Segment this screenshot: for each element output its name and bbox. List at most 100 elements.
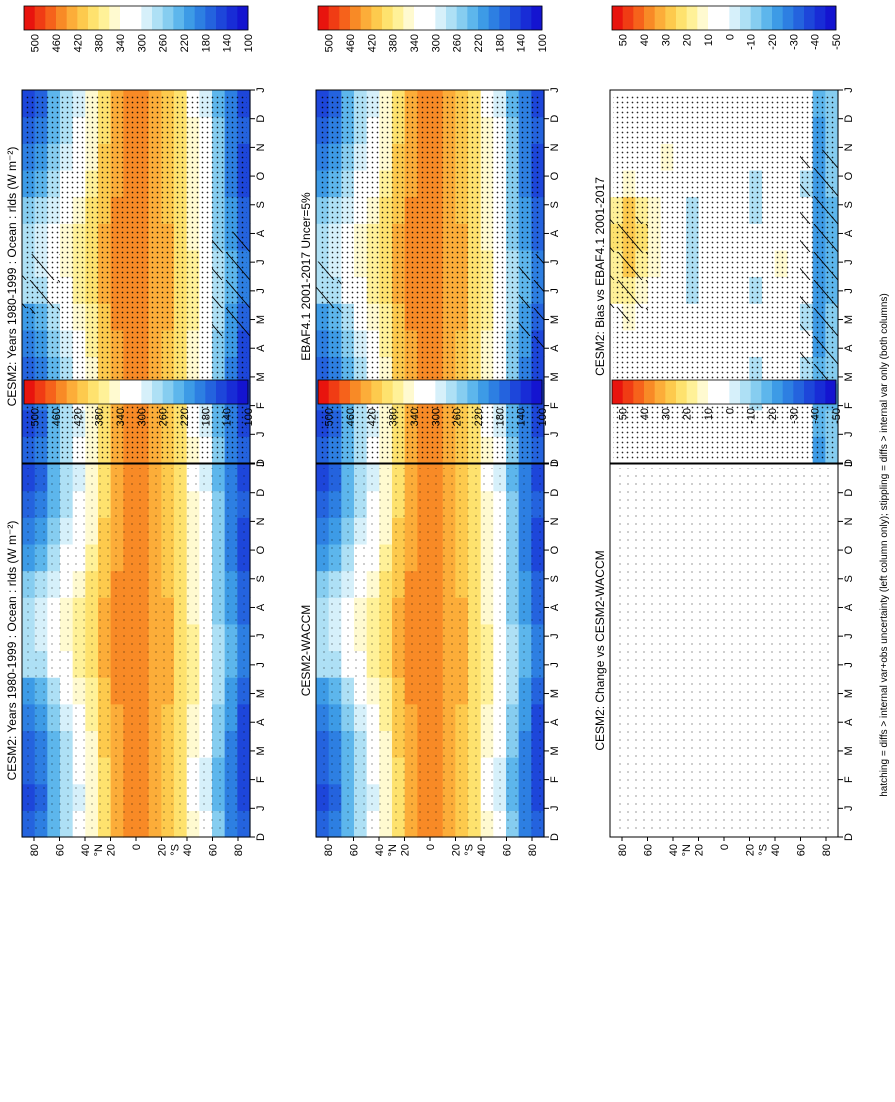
month-label: D xyxy=(255,115,267,123)
colorbar-swatch xyxy=(633,6,645,30)
colorbar-swatch xyxy=(676,6,688,30)
colorbar-label: 220 xyxy=(473,408,485,426)
month-label: J xyxy=(255,633,267,639)
month-label: J xyxy=(843,259,855,265)
month-label: D xyxy=(843,459,855,467)
colorbar-label: 500 xyxy=(324,34,336,52)
colorbar-swatch xyxy=(825,6,837,30)
latitude-label: 80 xyxy=(527,844,539,856)
colorbar-swatch xyxy=(488,380,500,404)
colorbar-label: -30 xyxy=(788,408,800,424)
month-label: A xyxy=(843,344,855,352)
colorbar-swatch xyxy=(237,380,249,404)
colorbar-swatch xyxy=(141,6,153,30)
month-label: M xyxy=(549,689,561,698)
colorbar-label: 10 xyxy=(703,34,715,46)
colorbar-swatch xyxy=(435,380,447,404)
colorbar-swatch xyxy=(403,380,415,404)
colorbar-swatch xyxy=(173,380,185,404)
panel-title: CESM2: Bias vs EBAF4.1 2001-2017 xyxy=(593,177,607,376)
colorbar-swatch xyxy=(697,6,709,30)
colorbar-label: 300 xyxy=(136,408,148,426)
month-label: D xyxy=(843,489,855,497)
colorbar-swatch xyxy=(226,380,238,404)
colorbar-label: 40 xyxy=(639,408,651,420)
colorbar-swatch xyxy=(531,380,543,404)
colorbar-label: 500 xyxy=(30,34,42,52)
colorbar-swatch xyxy=(162,6,174,30)
colorbar-swatch xyxy=(130,6,142,30)
colorbar-swatch xyxy=(665,380,677,404)
colorbar-swatch xyxy=(772,6,784,30)
colorbar-swatch xyxy=(708,6,720,30)
colorbar-swatch xyxy=(740,380,752,404)
panel-title: CESM2: Years 1980-1999 : Ocean : rlds (W… xyxy=(5,147,19,407)
month-label: O xyxy=(549,171,561,180)
month-label: J xyxy=(255,432,267,438)
colorbar-swatch xyxy=(328,380,340,404)
panel-title: CESM2-WACCM xyxy=(299,605,313,697)
colorbar-swatch xyxy=(686,6,698,30)
month-label: M xyxy=(255,746,267,755)
month-label: F xyxy=(549,402,561,409)
month-label: F xyxy=(843,776,855,783)
colorbar-label: 180 xyxy=(200,408,212,426)
colorbar-swatch xyxy=(414,380,426,404)
colorbar-swatch xyxy=(77,380,89,404)
month-label: A xyxy=(843,718,855,726)
colorbar-label: 20 xyxy=(682,408,694,420)
latitude-hemisphere-north: °N xyxy=(93,844,105,856)
colorbar-swatch xyxy=(45,6,57,30)
colorbar-swatch xyxy=(339,380,351,404)
colorbar-swatch xyxy=(750,6,762,30)
colorbar-swatch xyxy=(98,380,110,404)
colorbar-label: 260 xyxy=(158,34,170,52)
month-label: N xyxy=(255,517,267,525)
colorbar-label: 340 xyxy=(115,408,127,426)
colorbar-swatch xyxy=(686,380,698,404)
latitude-label: 20 xyxy=(106,844,118,856)
colorbar-swatch xyxy=(77,6,89,30)
colorbar-swatch xyxy=(88,6,100,30)
month-label: A xyxy=(843,229,855,237)
colorbar-swatch xyxy=(467,380,479,404)
colorbar-swatch xyxy=(162,380,174,404)
latitude-hemisphere-north: °N xyxy=(387,844,399,856)
colorbar-swatch xyxy=(226,6,238,30)
month-label: J xyxy=(549,259,561,265)
month-label: F xyxy=(255,776,267,783)
colorbar-swatch xyxy=(718,380,730,404)
colorbar-frame xyxy=(611,379,837,405)
colorbar-label: 0 xyxy=(724,408,736,414)
colorbar-swatch xyxy=(729,380,741,404)
latitude-label: 80 xyxy=(29,844,41,856)
colorbar-swatch xyxy=(478,6,490,30)
hatching xyxy=(518,254,544,352)
colorbar-label: 140 xyxy=(516,408,528,426)
month-label: O xyxy=(843,171,855,180)
colorbar-swatch xyxy=(772,380,784,404)
colorbar-frame xyxy=(317,5,543,31)
colorbar-swatch xyxy=(793,6,805,30)
hatching xyxy=(316,261,342,314)
colorbar-swatch xyxy=(804,380,816,404)
month-label: M xyxy=(549,315,561,324)
latitude-label: 20 xyxy=(400,844,412,856)
month-label: O xyxy=(255,545,267,554)
colorbar-label: 260 xyxy=(452,408,464,426)
stippling xyxy=(613,468,835,833)
colorbar-swatch xyxy=(24,6,36,30)
latitude-label: 60 xyxy=(643,844,655,856)
colorbar-label: 140 xyxy=(516,34,528,52)
month-label: M xyxy=(843,372,855,381)
colorbar-swatch xyxy=(633,380,645,404)
colorbar-swatch xyxy=(644,380,656,404)
colorbar-label: 20 xyxy=(682,34,694,46)
colorbar-swatch xyxy=(392,6,404,30)
colorbar-swatch xyxy=(360,380,372,404)
latitude-hemisphere-south: °S xyxy=(757,844,769,856)
colorbar-swatch xyxy=(194,380,206,404)
colorbar-swatch xyxy=(205,6,217,30)
colorbar-swatch xyxy=(782,380,794,404)
